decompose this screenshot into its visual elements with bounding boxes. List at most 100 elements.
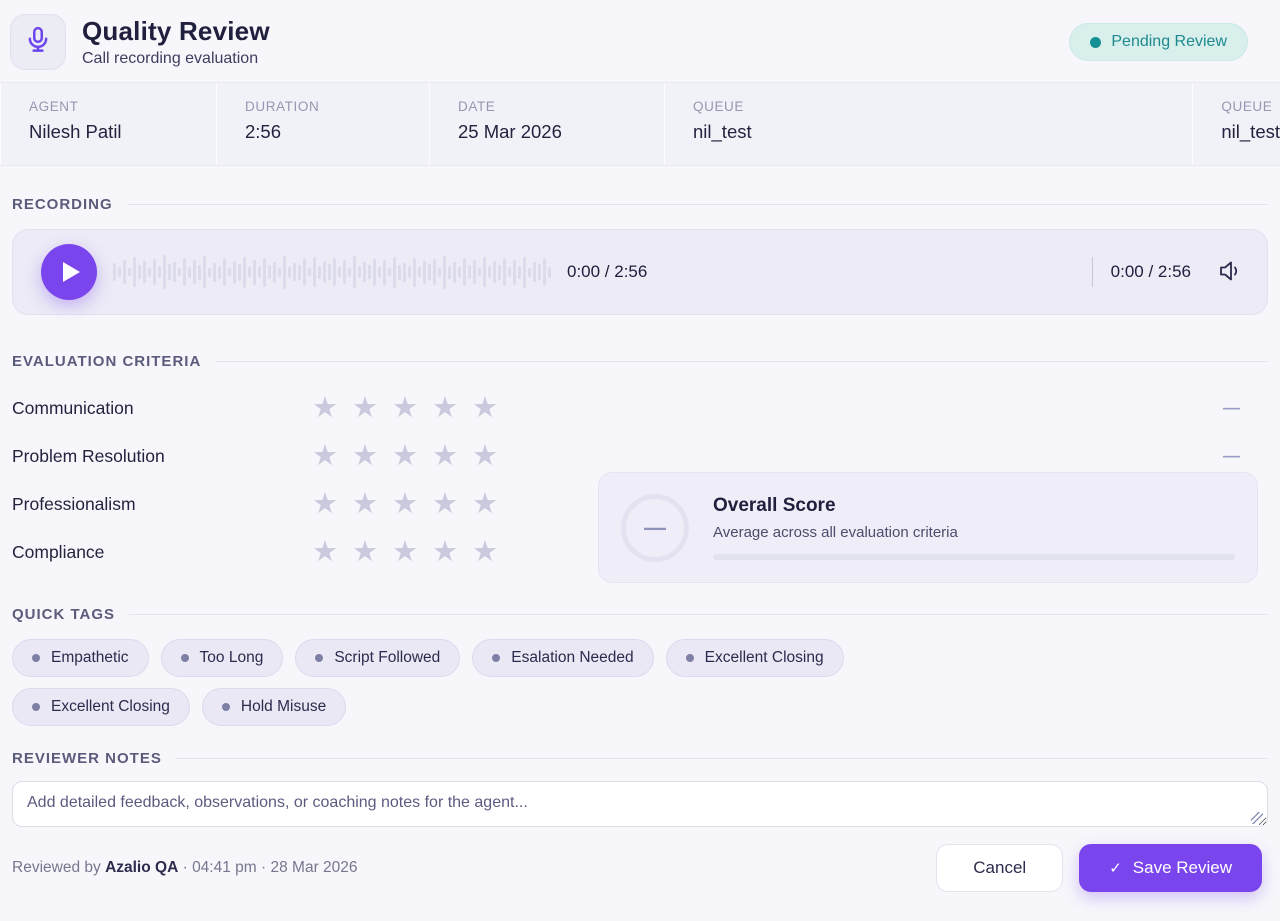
info-field: QUEUE nil_test xyxy=(1192,83,1280,165)
star-icon[interactable]: ★ xyxy=(392,535,418,568)
waveform-bar xyxy=(328,264,331,280)
star-icon[interactable]: ★ xyxy=(432,535,458,568)
star-rating: ★ ★ ★ ★ ★ xyxy=(312,535,498,568)
quick-tag[interactable]: Empathetic xyxy=(12,639,149,677)
criterion-score: — xyxy=(1223,398,1240,417)
star-icon[interactable]: ★ xyxy=(392,391,418,424)
tag-label: Script Followed xyxy=(334,649,441,666)
waveform-bar xyxy=(453,261,456,283)
waveform-bar xyxy=(233,260,236,284)
tag-label: Empathetic xyxy=(51,649,129,666)
section-divider xyxy=(126,204,1268,205)
star-icon[interactable]: ★ xyxy=(352,439,378,472)
waveform-bar xyxy=(283,255,286,289)
waveform-bar xyxy=(313,257,316,287)
info-field-label: DATE xyxy=(458,99,496,114)
waveform-bar xyxy=(118,267,121,277)
star-icon[interactable]: ★ xyxy=(472,439,498,472)
waveform-bar xyxy=(443,255,446,289)
waveform-bar xyxy=(263,257,266,287)
star-icon[interactable]: ★ xyxy=(392,487,418,520)
info-field-label: QUEUE xyxy=(1221,99,1273,114)
reviewed-by-text: Reviewed by Azalio QA · 04:41 pm · 28 Ma… xyxy=(12,859,358,876)
star-icon[interactable]: ★ xyxy=(352,487,378,520)
info-field-value: 25 Mar 2026 xyxy=(458,121,562,142)
tag-label: Excellent Closing xyxy=(704,649,824,666)
star-icon[interactable]: ★ xyxy=(352,535,378,568)
criterion-row: Compliance ★ ★ ★ ★ ★ — xyxy=(12,528,1268,576)
criterion-row: Problem Resolution ★ ★ ★ ★ ★ — xyxy=(12,432,1268,480)
star-icon[interactable]: ★ xyxy=(432,487,458,520)
volume-button[interactable] xyxy=(1217,260,1243,285)
waveform-bar xyxy=(193,260,196,284)
criterion-score: — xyxy=(1223,446,1240,465)
section-divider xyxy=(129,614,1268,615)
waveform-bar xyxy=(123,260,126,284)
star-icon[interactable]: ★ xyxy=(472,535,498,568)
waveform-bar xyxy=(168,264,171,280)
waveform-bar xyxy=(238,263,241,281)
cancel-button[interactable]: Cancel xyxy=(936,844,1064,892)
waveform-bar xyxy=(268,265,271,279)
star-icon[interactable]: ★ xyxy=(312,535,338,568)
star-icon[interactable]: ★ xyxy=(312,391,338,424)
waveform-bar xyxy=(173,262,176,282)
waveform-bar xyxy=(538,264,541,280)
review-time: 04:41 pm xyxy=(192,859,257,876)
star-icon[interactable]: ★ xyxy=(472,391,498,424)
waveform-bar xyxy=(338,267,341,277)
waveform-bar xyxy=(288,266,291,278)
evaluation-criteria-list: Communication ★ ★ ★ ★ ★ — Problem Resolu… xyxy=(12,384,1268,583)
play-button[interactable] xyxy=(41,244,97,300)
quick-tag[interactable]: Too Long xyxy=(160,639,284,677)
tag-dot-icon xyxy=(315,654,324,662)
star-icon[interactable]: ★ xyxy=(432,439,458,472)
star-icon[interactable]: ★ xyxy=(392,439,418,472)
waveform-bar xyxy=(363,262,366,282)
waveform-bar xyxy=(228,268,231,276)
star-icon[interactable]: ★ xyxy=(312,439,338,472)
quick-tag[interactable]: Excellent Closing xyxy=(12,688,190,726)
quick-tags-row: Excellent Closing Hold Misuse xyxy=(12,688,1268,726)
star-icon[interactable]: ★ xyxy=(352,391,378,424)
waveform-bar xyxy=(333,258,336,286)
info-field-value: 2:56 xyxy=(245,121,282,142)
waveform[interactable] xyxy=(113,250,551,294)
waveform-bar xyxy=(403,262,406,282)
quick-tag[interactable]: Esalation Needed xyxy=(472,639,654,677)
waveform-bar xyxy=(433,259,436,285)
waveform-bar xyxy=(138,265,141,279)
resize-grip-icon[interactable] xyxy=(1251,812,1263,824)
evaluation-section-header: EVALUATION CRITERIA xyxy=(12,353,1268,370)
star-icon[interactable]: ★ xyxy=(472,487,498,520)
star-icon[interactable]: ★ xyxy=(432,391,458,424)
waveform-bar xyxy=(513,259,516,285)
quick-tag[interactable]: Script Followed xyxy=(295,639,461,677)
info-field-label: QUEUE xyxy=(693,99,745,114)
waveform-bar xyxy=(278,267,281,277)
save-review-button[interactable]: ✓ Save Review xyxy=(1079,844,1262,892)
info-field-value: Nilesh Patil xyxy=(29,121,122,142)
info-field: DURATION 2:56 xyxy=(216,83,429,165)
waveform-bar xyxy=(408,266,411,278)
star-icon[interactable]: ★ xyxy=(312,487,338,520)
quick-tag[interactable]: Excellent Closing xyxy=(665,639,844,677)
tag-label: Excellent Closing xyxy=(51,698,170,715)
star-rating: ★ ★ ★ ★ ★ xyxy=(312,487,498,520)
tag-dot-icon xyxy=(32,703,40,711)
waveform-bar xyxy=(358,266,361,278)
overall-score-progressbar xyxy=(713,554,1235,560)
overall-score-subtitle: Average across all evaluation criteria xyxy=(713,524,958,541)
waveform-bar xyxy=(308,268,311,276)
waveform-bar xyxy=(323,261,326,283)
waveform-bar xyxy=(218,265,221,279)
waveform-bar xyxy=(143,261,146,283)
quick-tag[interactable]: Hold Misuse xyxy=(201,688,347,726)
criterion-row: Communication ★ ★ ★ ★ ★ — xyxy=(12,384,1268,432)
waveform-bar xyxy=(353,256,356,288)
reviewer-notes-input[interactable] xyxy=(12,781,1268,827)
tag-dot-icon xyxy=(685,654,694,662)
star-rating: ★ ★ ★ ★ ★ xyxy=(312,391,498,424)
waveform-bar xyxy=(198,264,201,280)
save-review-label: Save Review xyxy=(1132,858,1232,877)
